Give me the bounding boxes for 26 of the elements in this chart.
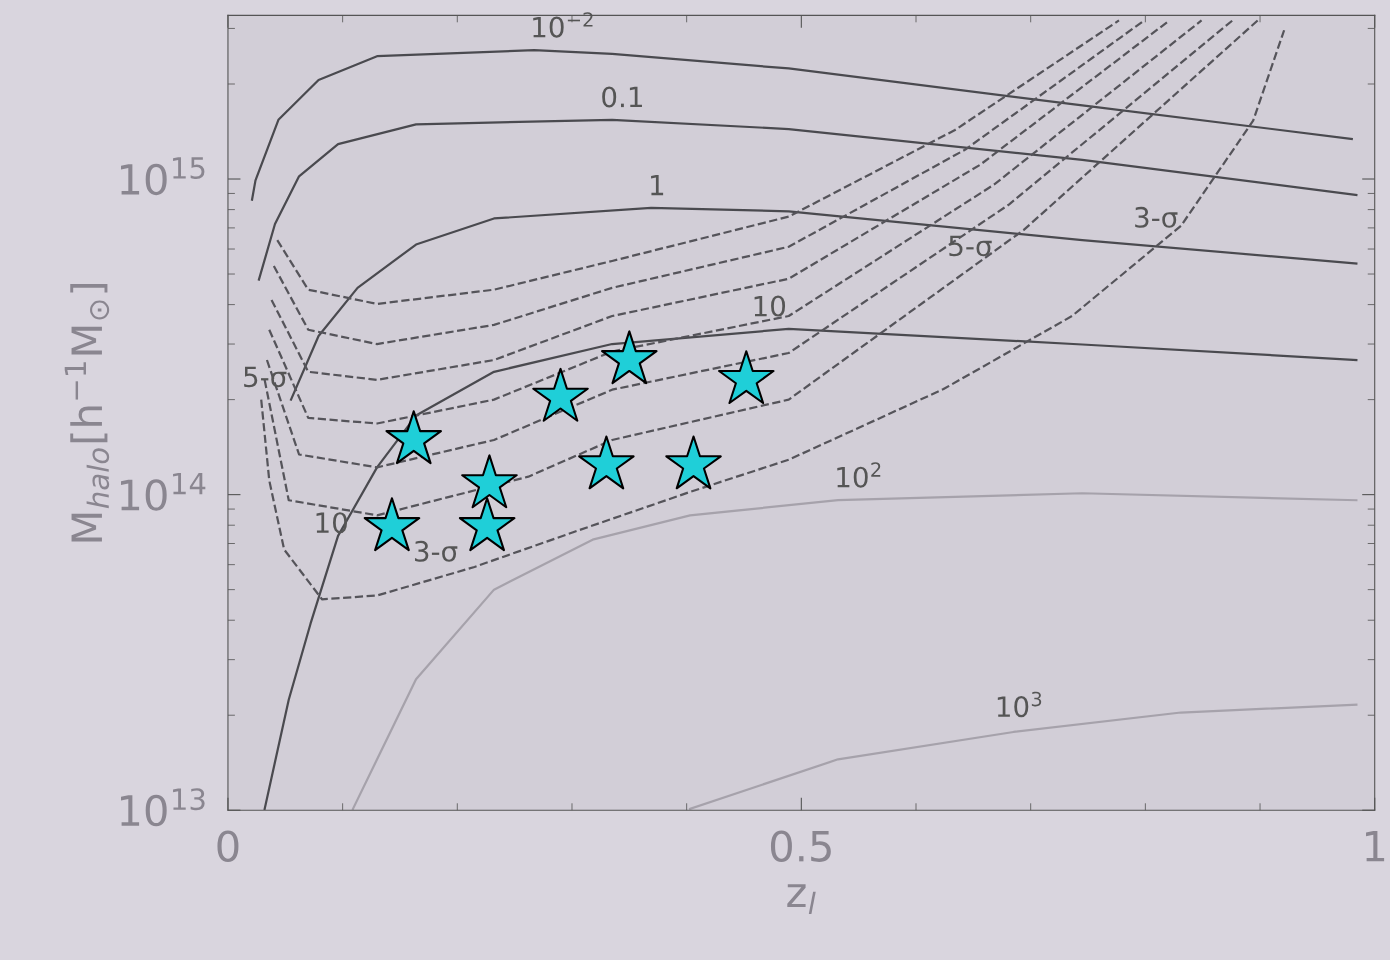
- y-axis-title: M$_{halo}$[h$^{−1}$M$_{⊙}$]: [64, 283, 110, 542]
- annotation: 10$^{2}$: [837, 462, 881, 488]
- point: [718, 350, 775, 405]
- point: [458, 497, 516, 552]
- x-tick-label: 1: [1366, 830, 1385, 862]
- x-axis-title: z$_{l}$: [787, 884, 816, 914]
- annotation: 3-σ: [1135, 206, 1178, 228]
- annotation: 1: [651, 174, 664, 196]
- y-tick-label: 10$^{14}$: [121, 472, 206, 511]
- point: [461, 454, 518, 509]
- annotation: 10: [754, 295, 786, 317]
- point: [532, 367, 589, 422]
- point: [385, 410, 442, 465]
- point: [601, 330, 658, 385]
- annotation: 10$^{3}$: [997, 691, 1042, 718]
- x-tick-label: 0.5: [770, 830, 831, 862]
- point: [665, 435, 722, 490]
- y-tick-label: 10$^{15}$: [121, 157, 205, 196]
- annotation: 10$^{−2}$: [533, 12, 593, 38]
- y-tick-label: 10$^{13}$: [121, 788, 205, 827]
- line-series: [351, 492, 1358, 810]
- x-tick-label: 0: [217, 830, 239, 862]
- annotation: 0.1: [602, 86, 642, 108]
- annotation: 5-σ: [949, 235, 992, 257]
- point: [578, 435, 635, 490]
- annotation: 3-σ: [414, 540, 458, 562]
